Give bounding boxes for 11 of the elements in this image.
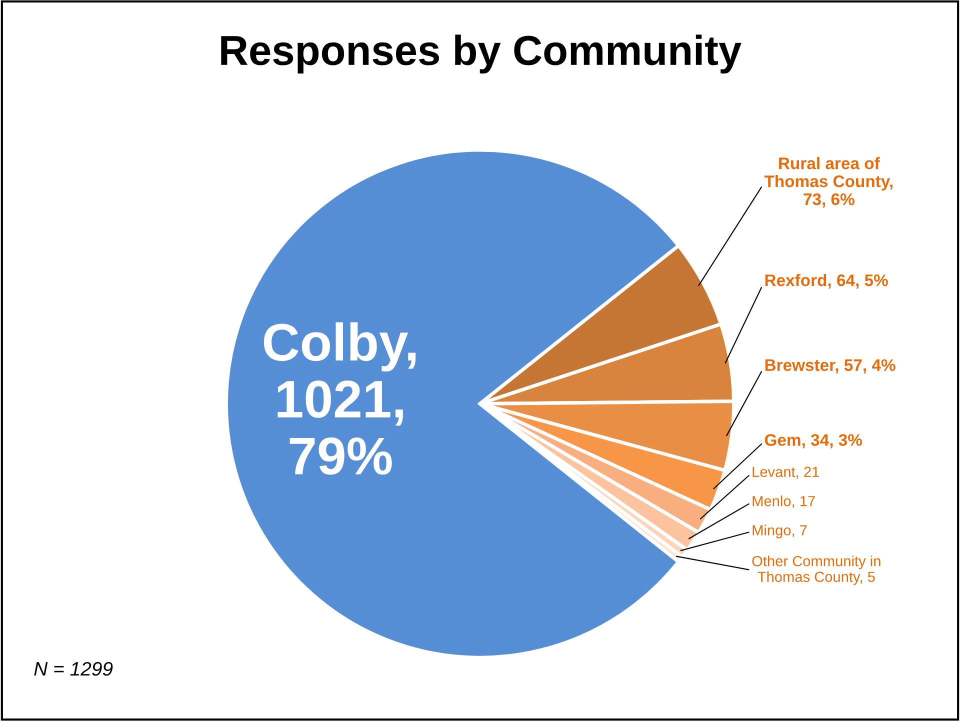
chart-title: Responses by Community (221, 34, 742, 74)
text: N = 1299 (34, 662, 113, 676)
slice-label: Colby, 1021, 79% (264, 322, 416, 475)
slice-label: Levant, 21 (752, 466, 819, 479)
slice-label: Mingo, 7 (752, 524, 807, 538)
slice-label: Rexford, 64, 5% (765, 274, 888, 289)
slice-label: Other Community in Thomas County, 5 (752, 556, 880, 585)
slice-label: Rural area of Thomas County, 73, 6% (764, 157, 892, 208)
slice-label: Gem, 34, 3% (764, 434, 862, 448)
slice-label: Brewster, 57, 4% (765, 359, 896, 374)
slice-label: Menlo, 17 (752, 496, 815, 508)
